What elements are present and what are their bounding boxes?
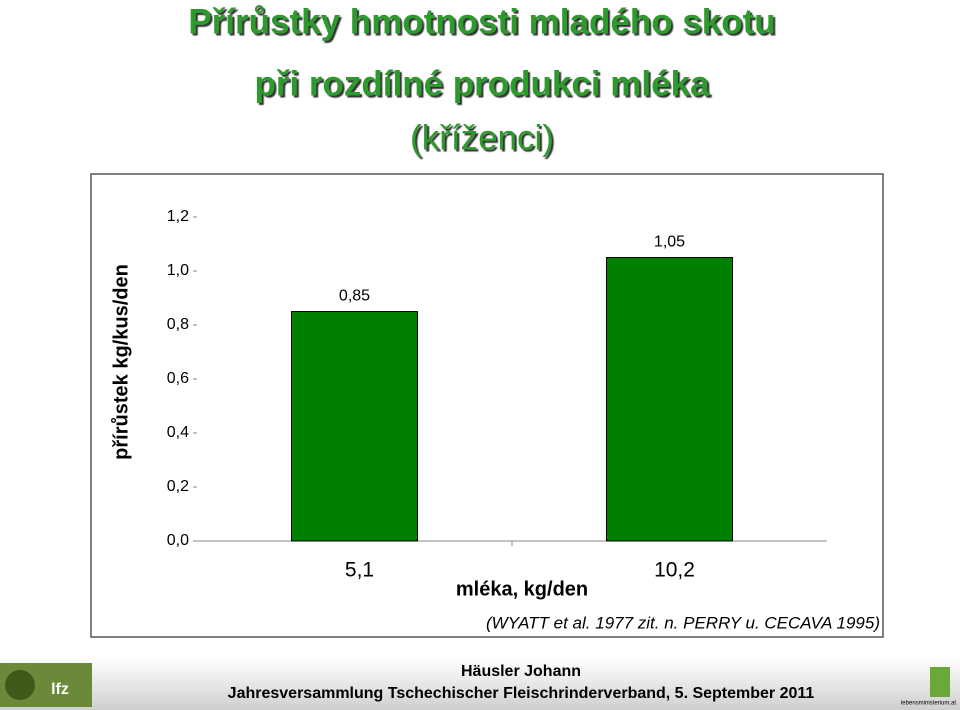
source: (WYATT et al. 1977 zit. n. PERRY u. CECA… <box>486 613 880 632</box>
title-line: při rozdílné produkci mléka <box>254 64 710 103</box>
y-tick-label: 1,0 <box>167 262 189 279</box>
plot: 0,0 0,2 0,4 0,6 0,8 1,0 1,2 5,1 0,85 10,2 1,05 <box>167 208 827 582</box>
bar <box>606 257 733 542</box>
logo-text: lfz <box>51 681 69 698</box>
data-label: 0,85 <box>339 288 370 305</box>
bar <box>291 311 418 542</box>
title-line: Přírůstky hmotnosti mladého skotu <box>188 2 775 41</box>
logo-text: lebensministerium.at <box>901 701 956 707</box>
footer-band <box>0 658 960 710</box>
y-tick-label: 1,2 <box>167 208 189 225</box>
chart-frame <box>90 173 884 638</box>
x-axis-label: mléka, kg/den <box>456 578 588 600</box>
y-tick-label: 0,4 <box>167 424 189 441</box>
y-axis-label: přírůstek kg/kus/den <box>110 264 132 460</box>
logo-circle <box>5 670 35 700</box>
y-tick-label: 0,2 <box>167 478 189 495</box>
logo <box>930 667 950 697</box>
y-tick-label: 0,0 <box>167 532 189 549</box>
title-line: (kříženci) <box>410 118 554 157</box>
x-tick-label: 10,2 <box>654 559 695 582</box>
x-tick-label: 5,1 <box>345 559 374 582</box>
y-tick-label: 0,6 <box>167 370 189 387</box>
footer-author: Häusler Johann <box>461 663 581 680</box>
data-label: 1,05 <box>654 234 685 251</box>
footer-event: Jahresversammlung Tschechischer Fleischr… <box>228 685 815 702</box>
y-tick-label: 0,8 <box>167 316 189 333</box>
